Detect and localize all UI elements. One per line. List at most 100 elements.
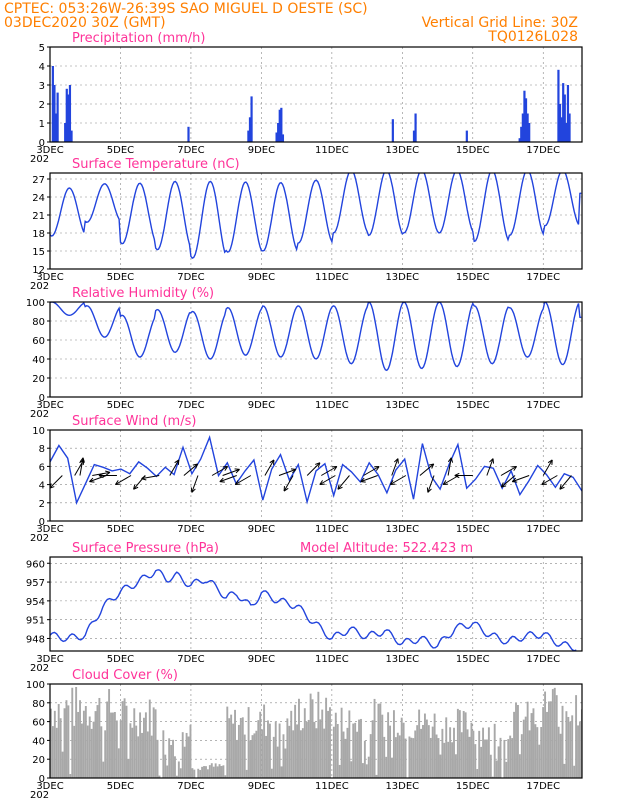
x-tick-label: 17DEC bbox=[526, 524, 560, 535]
x-tick-label: 17DEC bbox=[526, 272, 560, 283]
wind-vector-head bbox=[489, 458, 495, 464]
y-tick-label: 951 bbox=[26, 616, 45, 627]
x-tick-label: 9DEC bbox=[248, 524, 275, 535]
cloud-bar bbox=[236, 739, 238, 778]
cloud-bar bbox=[82, 710, 85, 778]
cloud-bar bbox=[51, 726, 54, 778]
cloud-bar bbox=[59, 718, 62, 778]
precip-bar bbox=[528, 123, 531, 142]
cloud-bar bbox=[383, 736, 386, 778]
cloud-bar bbox=[102, 761, 105, 778]
precip-bar bbox=[278, 109, 281, 142]
cloud-bar bbox=[350, 761, 353, 778]
cloud-bar bbox=[135, 725, 138, 778]
cloud-bar bbox=[143, 717, 145, 778]
cloud-bar bbox=[129, 723, 132, 778]
y-tick-label: 15 bbox=[32, 247, 45, 258]
cloud-bar bbox=[150, 735, 153, 778]
wind-vector bbox=[183, 463, 198, 476]
y-tick-label: 2 bbox=[39, 100, 45, 111]
precip-bar bbox=[54, 113, 58, 142]
wind-vector-head bbox=[219, 477, 225, 483]
panel-5: Cloud Cover (%) 3DEC 5DEC 7DEC 9DEC 11DEC 13DE… bbox=[26, 668, 583, 800]
cloud-bar bbox=[278, 723, 281, 778]
series-line bbox=[50, 302, 582, 372]
precip-bar bbox=[521, 113, 524, 142]
cloud-bar bbox=[511, 738, 514, 778]
y-tick-label: 5 bbox=[39, 43, 45, 54]
cloud-bar bbox=[146, 731, 149, 778]
cloud-bar bbox=[375, 774, 378, 778]
cloud-bar bbox=[75, 687, 78, 778]
wind-vector bbox=[447, 457, 452, 476]
wind-vector bbox=[390, 475, 407, 485]
cloud-bar bbox=[257, 720, 260, 778]
cloud-bar bbox=[141, 732, 143, 778]
cloud-bar bbox=[344, 738, 347, 778]
y-tick-label: 0 bbox=[39, 774, 45, 785]
x-tick-label: 7DEC bbox=[177, 781, 204, 792]
cloud-bar bbox=[373, 698, 376, 778]
cloud-bar bbox=[340, 707, 343, 778]
y-tick-label: 20 bbox=[32, 374, 45, 385]
x-tick-label: 7DEC bbox=[177, 654, 204, 665]
wind-vector-head bbox=[360, 477, 366, 483]
cloud-bar bbox=[125, 705, 128, 778]
x-tick-label: 17DEC bbox=[526, 400, 560, 411]
cloud-bar bbox=[67, 705, 70, 778]
cloud-bar bbox=[139, 712, 142, 778]
cloud-bar bbox=[334, 712, 337, 778]
cloud-bar bbox=[427, 725, 430, 778]
x-tick-label: 7DEC bbox=[177, 524, 204, 535]
cloud-bar bbox=[144, 712, 147, 778]
cloud-bar bbox=[441, 728, 444, 778]
x-tick-label: 13DEC bbox=[385, 654, 419, 665]
cloud-bar bbox=[77, 711, 80, 778]
cloud-bar bbox=[577, 725, 579, 778]
cloud-bar bbox=[540, 726, 543, 778]
y-tick-label: 40 bbox=[32, 355, 45, 366]
wind-vector-head bbox=[141, 475, 147, 481]
panel-title: Surface Wind (m/s) bbox=[72, 414, 196, 429]
wind-vector bbox=[283, 475, 294, 492]
cloud-bar bbox=[319, 719, 322, 778]
x-tick-label: 15DEC bbox=[456, 781, 490, 792]
cloud-bar bbox=[423, 713, 426, 778]
y-tick-label: 27 bbox=[32, 175, 45, 186]
cloud-bar bbox=[152, 707, 155, 778]
precip-bar bbox=[558, 104, 562, 142]
cloud-bar bbox=[239, 717, 242, 778]
precip-bar bbox=[465, 130, 468, 142]
cloud-bar bbox=[379, 703, 382, 778]
cloud-bar bbox=[84, 706, 87, 778]
x-tick-label: 3DEC bbox=[36, 654, 63, 665]
y-tick-label: 10 bbox=[32, 426, 45, 437]
y-tick-label: 12 bbox=[32, 265, 45, 276]
cloud-bar bbox=[86, 725, 89, 778]
cloud-bar bbox=[561, 705, 564, 778]
cloud-bar bbox=[267, 720, 269, 778]
cloud-bar bbox=[174, 756, 176, 778]
cloud-bar bbox=[243, 734, 246, 778]
cloud-bar bbox=[385, 756, 388, 778]
cloud-bar bbox=[317, 691, 320, 778]
wind-vector-head bbox=[234, 468, 240, 474]
x-tick-label: 9DEC bbox=[248, 400, 275, 411]
cloud-bar bbox=[342, 731, 345, 778]
cloud-bar bbox=[81, 723, 83, 778]
y-tick-label: 4 bbox=[39, 481, 45, 492]
wind-vector-head bbox=[331, 466, 338, 471]
cloud-bar bbox=[505, 761, 508, 778]
cloud-bar bbox=[92, 721, 95, 778]
cloud-bar bbox=[212, 766, 215, 778]
x-tick-label: 5DEC bbox=[107, 654, 134, 665]
panel-frame bbox=[49, 429, 583, 522]
cloud-bar bbox=[191, 768, 194, 778]
wind-vector-head bbox=[315, 462, 321, 468]
cloud-bar bbox=[164, 754, 167, 778]
cloud-bar bbox=[443, 742, 446, 778]
precip-bar bbox=[277, 123, 280, 142]
cloud-bar bbox=[53, 710, 56, 778]
cloud-bar bbox=[478, 730, 481, 778]
x-tick-label: 15DEC bbox=[456, 145, 490, 156]
